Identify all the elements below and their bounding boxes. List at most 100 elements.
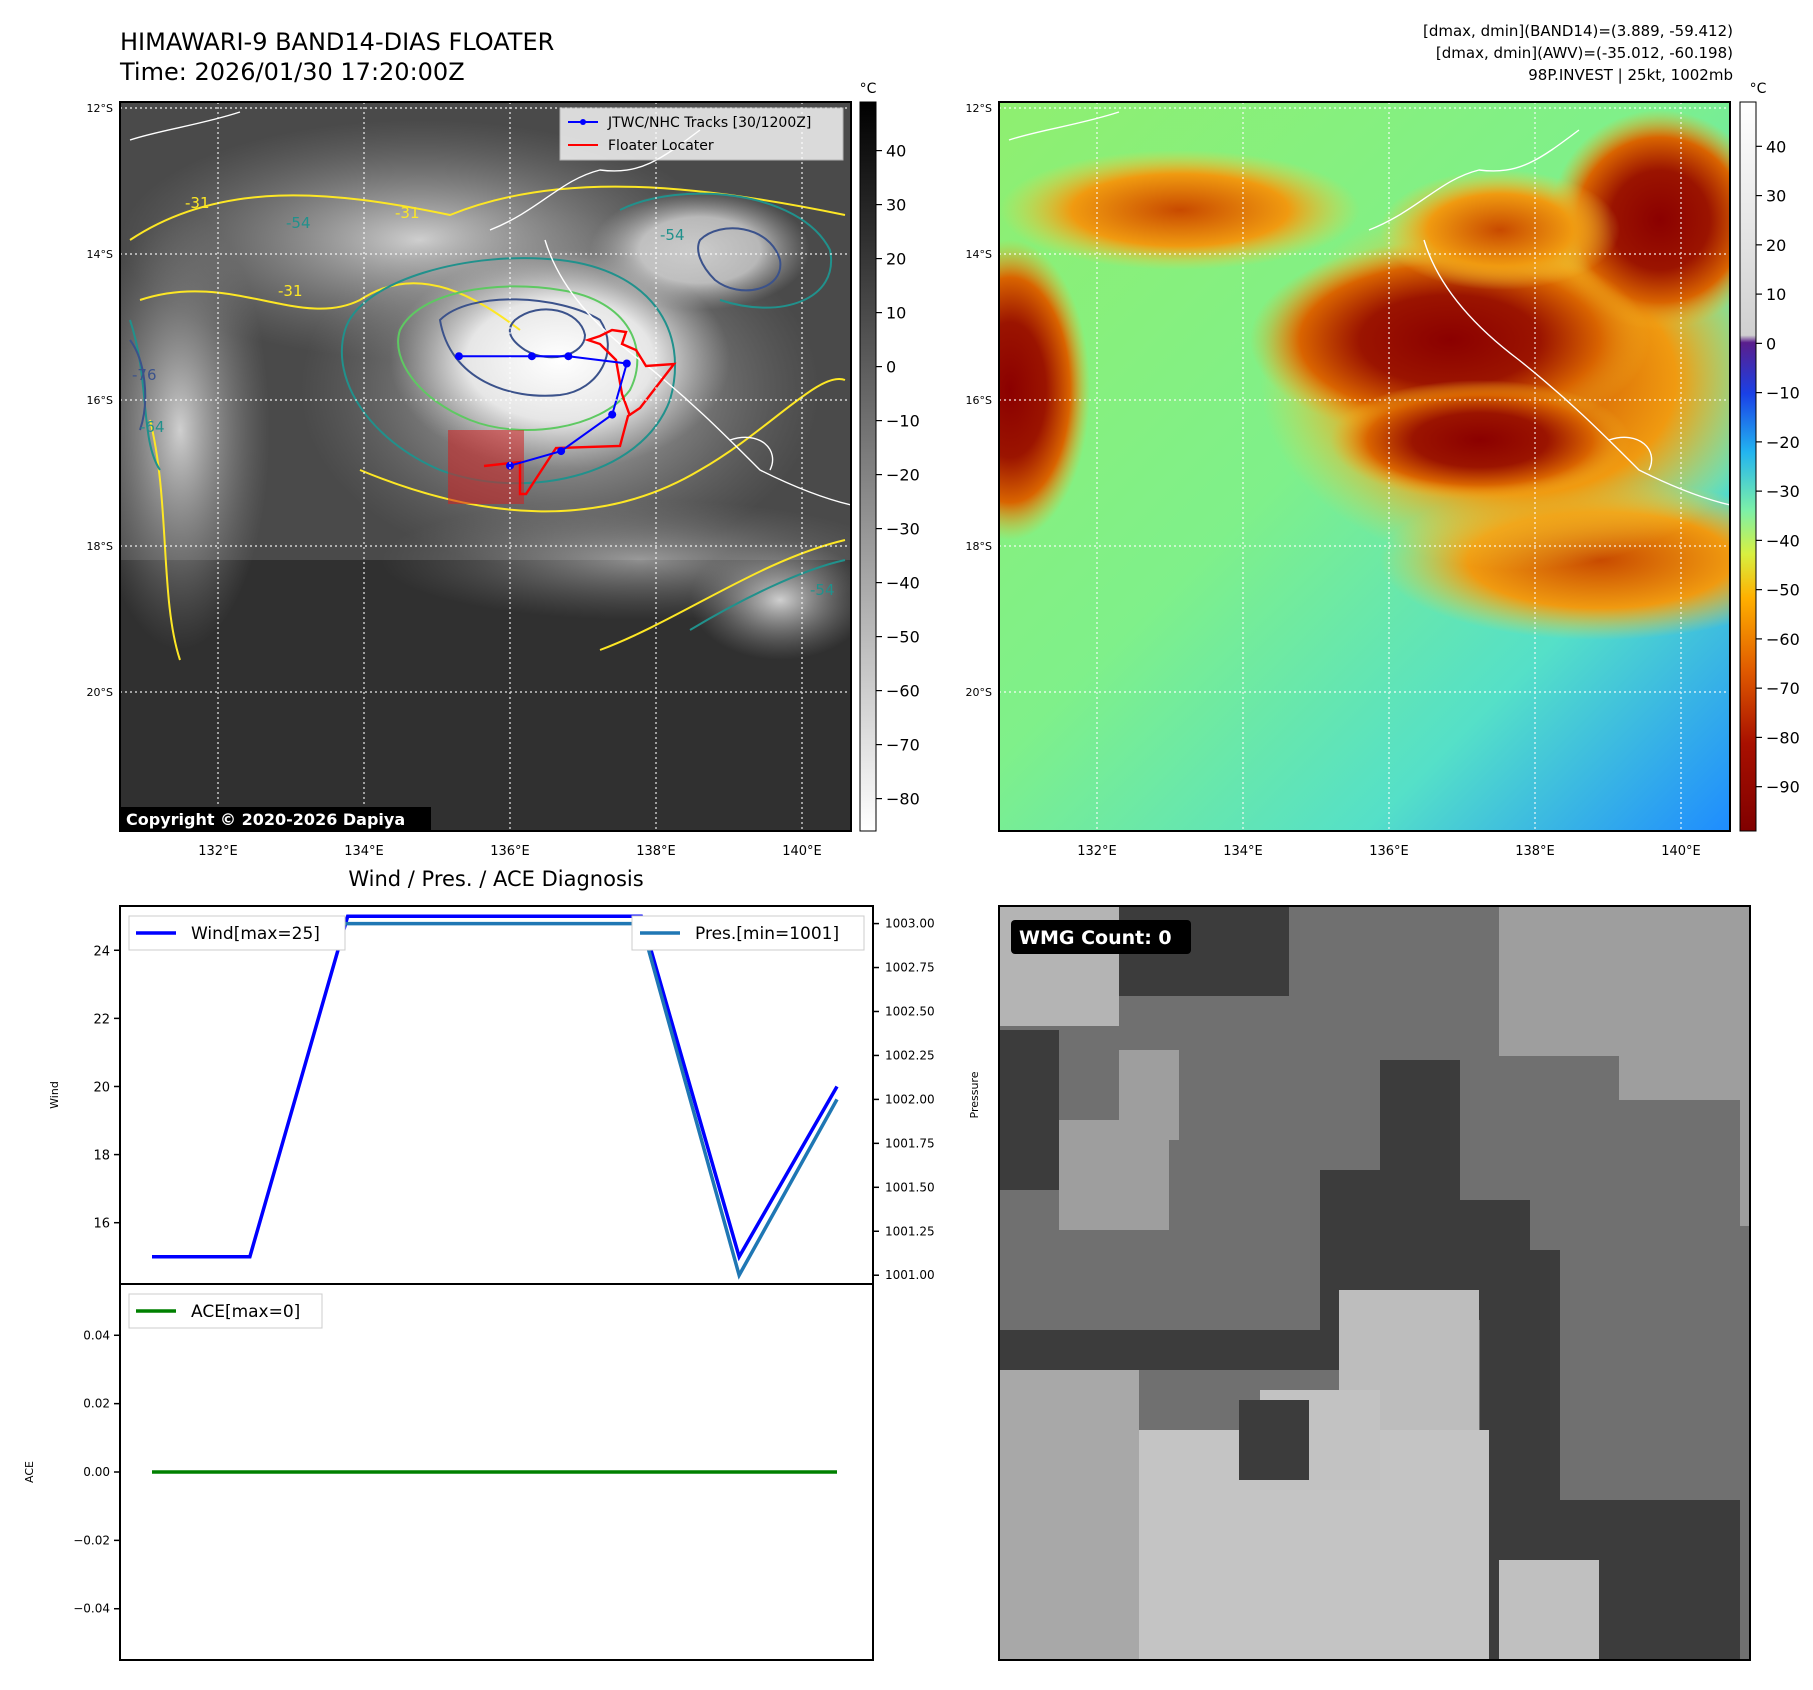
colorbar-tick-label: −50 xyxy=(1766,581,1800,600)
lat-tick: 20°S xyxy=(966,686,992,699)
wind-legend-label: Wind[max=25] xyxy=(191,924,320,944)
jtwc-track xyxy=(454,352,631,470)
lon-tick: 138°E xyxy=(1515,844,1555,859)
contour-label: -64 xyxy=(140,418,165,436)
colorbar-tick-label: 40 xyxy=(886,142,906,161)
pressure-tick-label: 1001.50 xyxy=(885,1180,935,1194)
lat-tick: 20°S xyxy=(87,686,113,699)
ace-legend: ACE[max=0] xyxy=(128,1293,323,1329)
wind-ylabel: Wind xyxy=(48,1081,61,1109)
lat-tick: 16°S xyxy=(966,394,992,407)
colorbar-tick-label: 0 xyxy=(886,358,896,377)
ir-map-gridlines xyxy=(120,102,851,831)
ir-map-legend: JTWC/NHC Tracks [30/1200Z] Floater Locat… xyxy=(559,107,844,161)
pressure-legend-label: Pres.[min=1001] xyxy=(695,924,839,944)
pressure-ylabel: Pressure xyxy=(968,1071,981,1118)
wind-tick-label: 22 xyxy=(93,1012,110,1027)
pressure-tick-label: 1001.00 xyxy=(885,1268,935,1282)
pressure-tick-label: 1002.50 xyxy=(885,1004,935,1018)
track-point xyxy=(608,410,617,419)
track-point xyxy=(454,352,463,361)
ace-tick-label: −0.04 xyxy=(73,1602,110,1616)
colorbar-tick-label: −60 xyxy=(886,682,920,701)
colorbar-tick-label: 0 xyxy=(1766,334,1776,353)
contour-label: -31 xyxy=(278,282,303,300)
contour-label: -54 xyxy=(810,581,835,599)
lat-tick: 14°S xyxy=(966,248,992,261)
colorbar-tick-label: −20 xyxy=(886,466,920,485)
diagnosis-title: Wind / Pres. / ACE Diagnosis xyxy=(348,867,643,891)
ir-colorbar: °C 40 30 20 10 0 −10 −20 −30 −40 −50 −60 −70 −80 xyxy=(859,81,920,832)
contour-label: -54 xyxy=(286,214,311,232)
wmg-count-label: WMG Count: 0 xyxy=(1019,927,1172,949)
stats-line-3: 98P.INVEST | 25kt, 1002mb xyxy=(1528,66,1733,84)
copyright-badge xyxy=(121,807,431,831)
colorbar-tick-label: −80 xyxy=(886,790,920,809)
colorbar-tick-label: 30 xyxy=(886,196,906,215)
lon-tick: 132°E xyxy=(198,844,238,859)
lat-tick: 18°S xyxy=(87,540,113,553)
main-title: HIMAWARI-9 BAND14-DIAS FLOATER xyxy=(120,28,555,56)
contour-label: -31 xyxy=(395,204,420,222)
colorbar-tick-label: −40 xyxy=(886,574,920,593)
contour-label: -76 xyxy=(132,366,157,384)
pressure-tick-label: 1003.00 xyxy=(885,917,935,931)
pressure-tick-label: 1002.25 xyxy=(885,1048,935,1062)
legend-tracks-label: JTWC/NHC Tracks [30/1200Z] xyxy=(607,115,811,131)
ace-tick-label: 0.02 xyxy=(83,1397,110,1411)
stats-line-1: [dmax, dmin](BAND14)=(3.889, -59.412) xyxy=(1422,22,1733,40)
ace-panel: ACE 0.04 0.02 0.00 −0.02 −0.04 ACE[max=0] xyxy=(23,1283,874,1661)
lon-tick: 138°E xyxy=(636,844,676,859)
track-point xyxy=(557,447,566,456)
wind-tick-label: 18 xyxy=(93,1149,110,1164)
ace-tick-label: 0.00 xyxy=(83,1465,110,1479)
awv-colorbar: °C 40 30 20 10 0 −10 −20 −30 −40 −50 −60 −70 −80 −90 xyxy=(1739,81,1800,832)
colorbar-tick-label: −30 xyxy=(1766,482,1800,501)
colorbar-tick-label: −40 xyxy=(1766,531,1800,550)
wmg-panel xyxy=(999,906,1750,1660)
awv-lon-ticks: 132°E 134°E 136°E 138°E 140°E xyxy=(1077,844,1701,859)
track-point xyxy=(527,352,536,361)
ace-ylabel: ACE xyxy=(23,1461,36,1483)
pressure-tick-label: 1001.25 xyxy=(885,1224,935,1238)
wmg-badge xyxy=(1011,920,1191,954)
stats-line-2: [dmax, dmin](AWV)=(-35.012, -60.198) xyxy=(1435,44,1733,62)
colorbar-tick-label: −90 xyxy=(1766,778,1800,797)
ir-map-frame xyxy=(119,101,852,832)
awv-colorbar-unit: °C xyxy=(1750,81,1767,97)
colorbar-tick-label: 40 xyxy=(1766,137,1786,156)
contour-label: -31 xyxy=(185,194,210,212)
awv-map-panel xyxy=(999,102,1730,831)
colorbar-tick-label: −30 xyxy=(886,520,920,539)
track-point xyxy=(622,359,631,368)
pressure-tick-label: 1002.00 xyxy=(885,1092,935,1106)
floater-locater-line xyxy=(483,328,677,496)
colorbar-tick-label: 30 xyxy=(1766,187,1786,206)
ir-map-panel: -31 -54 -31 -54 -31 -54 -76 -64 xyxy=(120,102,851,831)
colorbar-tick-label: −10 xyxy=(886,412,920,431)
ace-legend-label: ACE[max=0] xyxy=(191,1302,300,1322)
ir-colorbar-unit: °C xyxy=(860,81,877,97)
ir-lon-ticks: 132°E 134°E 136°E 138°E 140°E xyxy=(198,844,822,859)
wind-tick-label: 20 xyxy=(93,1080,110,1095)
wind-tick-label: 16 xyxy=(93,1217,110,1232)
ace-tick-label: 0.04 xyxy=(83,1328,110,1342)
awv-lat-ticks: 12°S 14°S 16°S 18°S 20°S xyxy=(966,102,992,699)
track-point xyxy=(564,352,573,361)
colorbar-tick-label: −60 xyxy=(1766,630,1800,649)
pressure-legend: Pres.[min=1001] xyxy=(631,915,865,951)
colorbar-tick-label: −70 xyxy=(886,736,920,755)
legend-floater-label: Floater Locater xyxy=(608,138,714,154)
copyright-text: Copyright © 2020-2026 Dapiya xyxy=(126,810,405,829)
colorbar-tick-label: −10 xyxy=(1766,384,1800,403)
ace-tick-label: −0.02 xyxy=(73,1533,110,1547)
colorbar-tick-label: 20 xyxy=(1766,236,1786,255)
lat-tick: 16°S xyxy=(87,394,113,407)
wind-tick-label: 24 xyxy=(93,944,110,959)
lon-tick: 132°E xyxy=(1077,844,1117,859)
wind-pressure-panel: Wind Pressure 16 18 20 22 24 1001.00 1001.25 1… xyxy=(48,905,981,1285)
lon-tick: 136°E xyxy=(1369,844,1409,859)
awv-map-gridlines xyxy=(999,102,1730,831)
lat-tick: 12°S xyxy=(87,102,113,115)
